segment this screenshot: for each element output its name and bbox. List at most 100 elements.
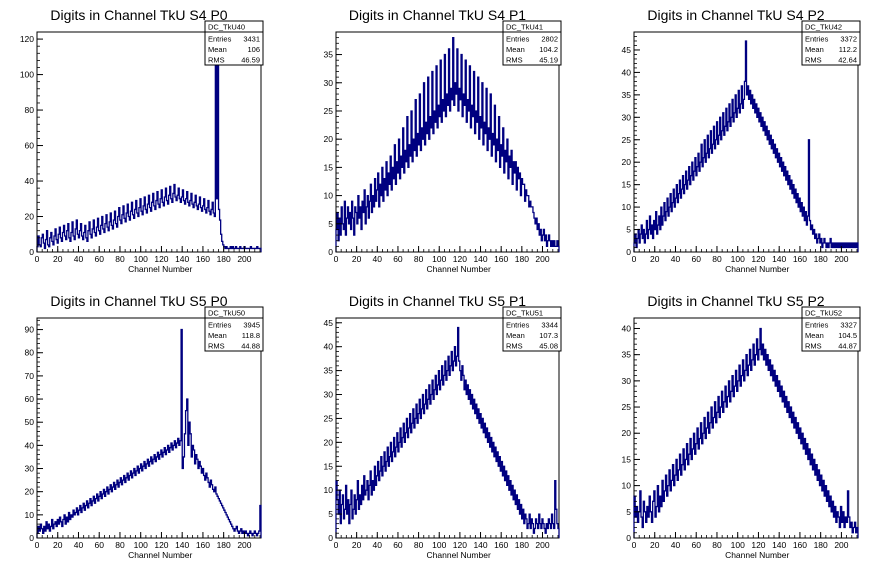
stats-mean-value: 106 [247,45,260,54]
x-tick-label: 40 [373,254,383,264]
x-tick-label: 200 [535,540,549,550]
x-tick-label: 80 [115,540,125,550]
y-tick-label: 35 [622,350,632,360]
x-tick-label: 200 [237,254,251,264]
y-tick-label: 20 [622,428,632,438]
x-tick-label: 180 [515,254,529,264]
y-tick-label: 5 [328,219,333,229]
histogram-panel-5: Digits in Channel TkU S5 P10 20 40 60 80 100 1… [324,293,562,560]
plot-frame [335,31,560,253]
y-tick-label: 30 [324,78,334,88]
x-tick-label: 140 [772,254,786,264]
stats-entries-label: Entries [805,321,829,330]
y-tick-label: 0 [626,533,631,543]
x-tick-label: 140 [473,540,487,550]
x-tick-label: 80 [414,540,424,550]
x-axis-label: Channel Number [128,264,192,274]
x-tick-label: 40 [671,540,681,550]
y-tick-label: 10 [324,191,334,201]
y-tick-label: 60 [25,394,35,404]
chart-title: Digits in Channel TkU S4 P0 [50,7,227,23]
chart-title: Digits in Channel TkU S5 P1 [349,293,526,309]
x-tick-label: 180 [814,540,828,550]
x-tick-label: 60 [94,540,104,550]
y-tick-label: 35 [622,90,632,100]
histogram-panel-1: Digits in Channel TkU S4 P0 0 20 40 60 80 100 1… [20,7,264,274]
x-tick-label: 200 [237,540,251,550]
stats-name: DC_TkU52 [805,309,842,318]
stats-mean-value: 112.2 [839,45,857,54]
x-tick-label: 160 [494,254,508,264]
stats-entries-label: Entries [506,35,530,44]
histogram-panel-3: Digits in Channel TkU S4 P20 20 40 60 80 100 1… [622,7,861,274]
x-tick-label: 40 [671,254,681,264]
stats-mean-value: 104.5 [838,331,857,340]
y-tick-label: 20 [25,212,35,222]
x-tick-label: 80 [712,254,722,264]
y-tick-label: 25 [622,402,632,412]
y-tick-label: 10 [324,485,334,495]
stats-rms-value: 44.88 [241,342,260,351]
y-tick-label: 15 [622,180,632,190]
stats-name: DC_TkU51 [506,309,543,318]
histogram-panel-4: Digits in Channel TkU S5 P00 20 40 60 80 100 1… [25,293,264,560]
y-tick-label: 50 [25,417,35,427]
x-tick-label: 20 [53,540,63,550]
x-tick-label: 20 [650,254,660,264]
y-tick-label: 5 [626,507,631,517]
y-tick-label: 35 [324,366,334,376]
y-tick-label: 30 [324,390,334,400]
y-tick-label: 25 [324,106,334,116]
x-tick-label: 200 [834,540,848,550]
y-tick-label: 40 [25,176,35,186]
x-axis-label: Channel Number [725,550,789,560]
x-tick-label: 100 [432,540,446,550]
y-tick-label: 15 [324,162,334,172]
y-tick-label: 45 [324,318,334,328]
y-tick-label: 20 [324,134,334,144]
y-tick-label: 20 [324,437,334,447]
y-tick-label: 10 [622,202,632,212]
plot-frame [633,31,859,253]
x-tick-label: 180 [217,254,231,264]
y-tick-label: 5 [626,225,631,235]
stats-rms-label: RMS [208,56,225,65]
x-tick-label: 0 [334,254,339,264]
x-tick-label: 100 [731,540,745,550]
y-tick-label: 0 [626,247,631,257]
y-tick-label: 10 [25,510,35,520]
x-tick-label: 60 [393,254,403,264]
stats-mean-label: Mean [506,331,525,340]
y-tick-label: 15 [622,454,632,464]
y-tick-label: 35 [324,50,334,60]
y-tick-label: 15 [324,461,334,471]
x-tick-label: 0 [632,254,637,264]
y-tick-label: 30 [622,112,632,122]
x-tick-label: 40 [373,540,383,550]
chart-title: Digits in Channel TkU S5 P0 [50,293,227,309]
histogram-line [633,40,859,252]
stats-mean-value: 104.2 [539,45,558,54]
x-tick-label: 120 [751,540,765,550]
x-tick-label: 0 [334,540,339,550]
x-axis-label: Channel Number [725,264,789,274]
y-tick-label: 20 [25,487,35,497]
stats-rms-label: RMS [805,56,822,65]
histogram-panel-6: Digits in Channel TkU S5 P20 20 40 60 80 100 1… [622,293,861,560]
stats-entries-value: 3344 [541,321,558,330]
stats-rms-label: RMS [805,342,822,351]
y-tick-label: 120 [20,34,34,44]
x-tick-label: 140 [175,540,189,550]
x-tick-label: 100 [134,254,148,264]
x-tick-label: 120 [751,254,765,264]
y-tick-label: 0 [29,247,34,257]
histogram-line [335,326,560,538]
y-tick-label: 40 [324,342,334,352]
y-tick-label: 10 [622,481,632,491]
y-tick-label: 90 [25,325,35,335]
stats-entries-label: Entries [506,321,530,330]
y-tick-label: 0 [328,533,333,543]
x-tick-label: 40 [74,254,84,264]
x-axis-label: Channel Number [427,550,491,560]
y-tick-label: 60 [25,141,35,151]
